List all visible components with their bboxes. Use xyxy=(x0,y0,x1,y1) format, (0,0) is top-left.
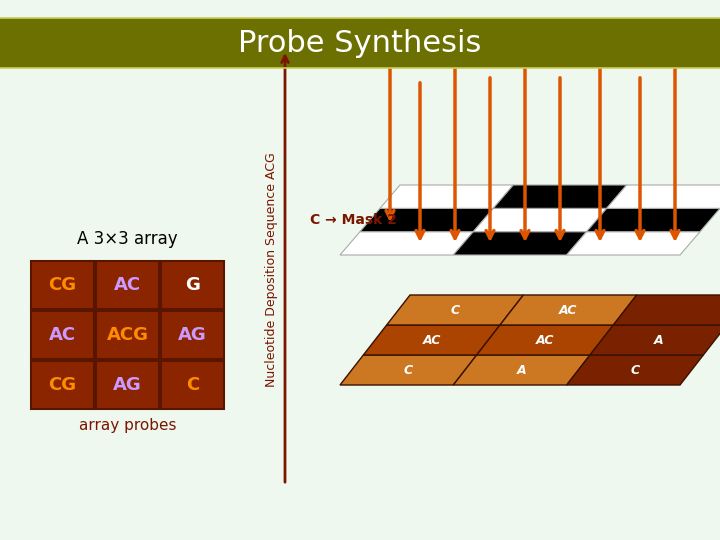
Polygon shape xyxy=(493,185,626,208)
Polygon shape xyxy=(473,208,607,232)
Polygon shape xyxy=(587,208,720,232)
Bar xyxy=(96,361,159,409)
Text: CG: CG xyxy=(48,376,76,394)
Polygon shape xyxy=(454,232,587,255)
Bar xyxy=(0,18,720,68)
Polygon shape xyxy=(607,185,720,208)
Text: ACG: ACG xyxy=(107,326,148,344)
Text: AC: AC xyxy=(559,303,577,316)
Text: array probes: array probes xyxy=(78,418,176,433)
Text: C: C xyxy=(451,303,459,316)
Bar xyxy=(31,311,94,359)
Polygon shape xyxy=(454,355,590,385)
Text: A 3×3 array: A 3×3 array xyxy=(77,230,178,248)
Bar xyxy=(161,261,224,309)
Polygon shape xyxy=(340,355,477,385)
Text: C: C xyxy=(404,363,413,376)
Text: AC: AC xyxy=(49,326,76,344)
Polygon shape xyxy=(590,325,720,355)
Polygon shape xyxy=(360,208,493,232)
Text: AC: AC xyxy=(423,334,441,347)
Text: A: A xyxy=(517,363,526,376)
Polygon shape xyxy=(380,185,513,208)
Bar xyxy=(96,261,159,309)
Bar xyxy=(31,261,94,309)
Bar xyxy=(96,311,159,359)
Bar xyxy=(31,361,94,409)
Text: C → Mask 2: C → Mask 2 xyxy=(310,213,397,227)
Text: A: A xyxy=(654,334,663,347)
Bar xyxy=(161,361,224,409)
Polygon shape xyxy=(340,232,473,255)
Polygon shape xyxy=(567,355,703,385)
Text: G: G xyxy=(185,276,200,294)
Polygon shape xyxy=(613,295,720,325)
Polygon shape xyxy=(364,325,500,355)
Text: Probe Synthesis: Probe Synthesis xyxy=(238,29,482,57)
Polygon shape xyxy=(387,295,523,325)
Text: AG: AG xyxy=(178,326,207,344)
Text: AC: AC xyxy=(114,276,141,294)
Text: C: C xyxy=(186,376,199,394)
Polygon shape xyxy=(477,325,613,355)
Text: Nucleotide Deposition Sequence ACG: Nucleotide Deposition Sequence ACG xyxy=(264,153,277,387)
Text: CG: CG xyxy=(48,276,76,294)
Bar xyxy=(161,311,224,359)
Polygon shape xyxy=(500,295,636,325)
Text: AC: AC xyxy=(536,334,554,347)
Text: C: C xyxy=(631,363,639,376)
Text: AG: AG xyxy=(113,376,142,394)
Polygon shape xyxy=(567,232,700,255)
